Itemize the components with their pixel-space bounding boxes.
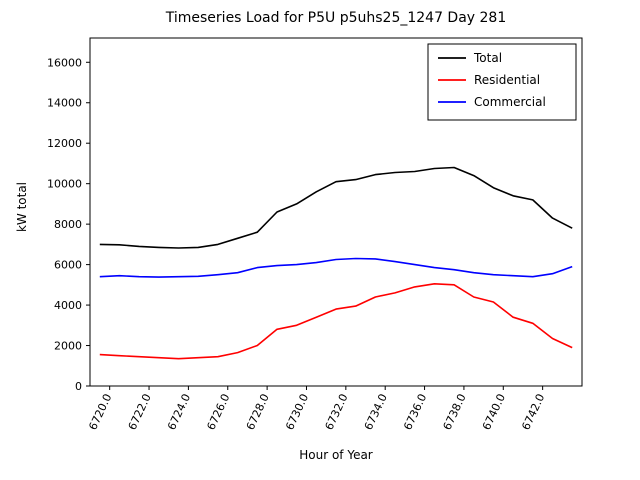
y-tick-label: 6000	[54, 259, 82, 272]
x-axis-label: Hour of Year	[299, 448, 373, 462]
y-tick-label: 8000	[54, 218, 82, 231]
y-tick-label: 10000	[47, 178, 82, 191]
y-tick-label: 12000	[47, 137, 82, 150]
x-tick-label: 6722.0	[126, 392, 154, 432]
x-tick-label: 6742.0	[519, 392, 547, 432]
x-tick-label: 6734.0	[362, 392, 390, 432]
y-tick-label: 0	[75, 380, 82, 393]
x-tick-label: 6738.0	[441, 392, 469, 432]
x-tick-label: 6720.0	[86, 392, 114, 432]
x-tick-label: 6736.0	[401, 392, 429, 432]
y-tick-label: 14000	[47, 97, 82, 110]
legend-label-commercial: Commercial	[474, 95, 546, 109]
legend-label-total: Total	[473, 51, 502, 65]
y-tick-label: 4000	[54, 299, 82, 312]
series-line-total	[99, 166, 573, 249]
legend-label-residential: Residential	[474, 73, 540, 87]
x-tick-label: 6730.0	[283, 392, 311, 432]
chart-title: Timeseries Load for P5U p5uhs25_1247 Day…	[165, 10, 507, 26]
x-tick-label: 6726.0	[204, 392, 232, 432]
x-tick-label: 6740.0	[480, 392, 508, 432]
series-line-commercial	[99, 257, 573, 278]
y-tick-label: 2000	[54, 340, 82, 353]
series-line-residential	[99, 282, 573, 360]
x-tick-label: 6732.0	[323, 392, 351, 432]
legend-box	[427, 43, 577, 121]
x-tick-label: 6728.0	[244, 392, 272, 432]
y-tick-label: 16000	[47, 56, 82, 69]
x-tick-label: 6724.0	[165, 392, 193, 432]
axes-frame	[89, 37, 583, 387]
